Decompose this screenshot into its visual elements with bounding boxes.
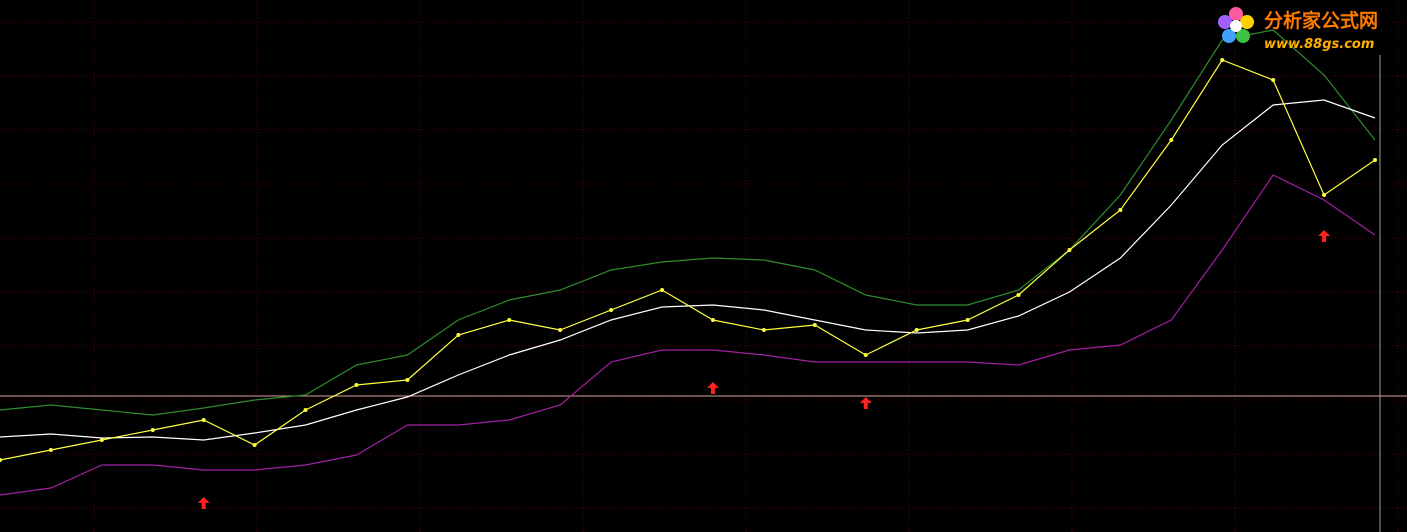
price-point xyxy=(558,328,563,332)
price-point xyxy=(456,333,461,337)
price-point xyxy=(354,383,359,387)
price-point xyxy=(710,318,715,322)
price-point xyxy=(1118,208,1123,212)
logo: 分析家公式网 www.88gs.com xyxy=(1218,7,1378,52)
price-point xyxy=(1220,58,1225,62)
price-point xyxy=(812,323,817,327)
price-point xyxy=(1322,193,1327,197)
plot xyxy=(0,29,1377,509)
price-point xyxy=(914,328,919,332)
series-line xyxy=(0,29,1376,416)
price-point xyxy=(1016,293,1021,297)
price-point xyxy=(150,428,155,432)
signal-arrow xyxy=(197,497,210,509)
price-point xyxy=(0,458,2,462)
signal-arrow xyxy=(859,397,872,409)
price-point xyxy=(965,318,970,322)
price-point xyxy=(761,328,766,332)
price-point xyxy=(507,318,512,322)
price-point xyxy=(1373,158,1377,162)
price-point xyxy=(1271,78,1276,82)
signal-arrow xyxy=(706,382,719,394)
price-point xyxy=(201,418,206,422)
logo-icon xyxy=(1218,7,1254,43)
price-point xyxy=(99,438,104,442)
price-point xyxy=(1067,248,1072,252)
price-point xyxy=(863,353,868,357)
price-point xyxy=(303,408,308,412)
signal-arrow xyxy=(1318,230,1331,242)
price-point xyxy=(609,308,614,312)
series-line xyxy=(0,59,1376,461)
price-point xyxy=(660,288,665,292)
logo-title: 分析家公式网 xyxy=(1264,9,1378,32)
price-point xyxy=(252,443,257,447)
series-line xyxy=(0,174,1376,496)
price-point xyxy=(1169,138,1174,142)
price-point xyxy=(48,448,53,452)
price-point xyxy=(405,378,410,382)
logo-url: www.88gs.com xyxy=(1264,37,1374,52)
series-line xyxy=(0,99,1376,441)
